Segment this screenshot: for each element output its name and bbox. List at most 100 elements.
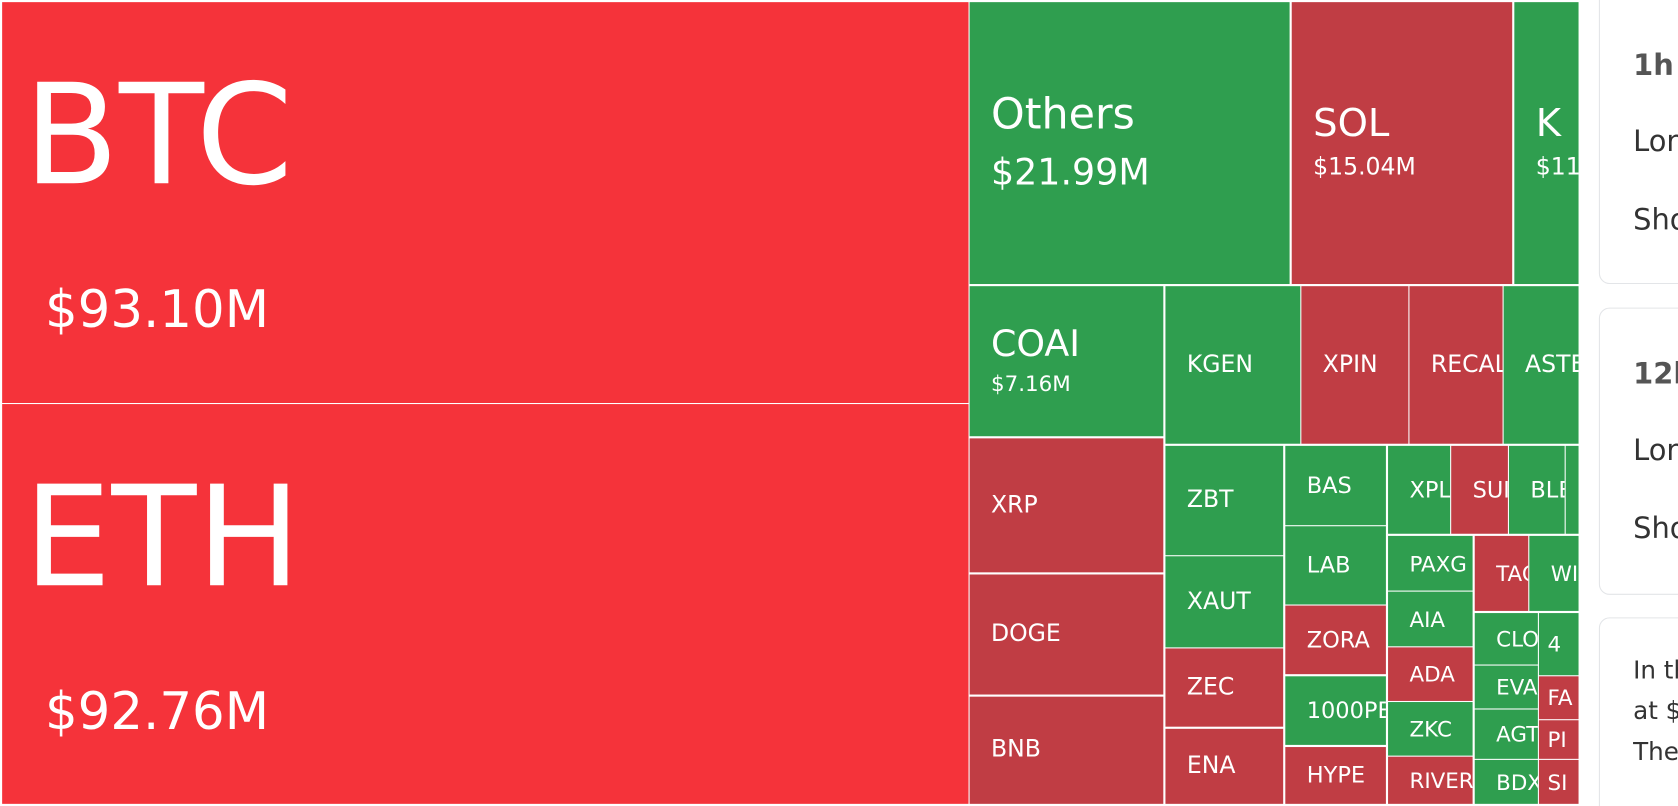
tile-label: EVA [1496, 674, 1538, 700]
tile-label: ZKC [1409, 715, 1452, 742]
tile[interactable]: XAUT [1165, 556, 1284, 648]
tile[interactable]: KGEN [1165, 286, 1301, 444]
tile[interactable]: ETH $92.76M [2, 404, 969, 804]
tile-label: XRP [991, 491, 1038, 519]
tile-label: ENA [1186, 752, 1236, 780]
tile-value: $21.99M [991, 150, 1150, 194]
tile[interactable]: Others $21.99M [969, 2, 1290, 285]
tile[interactable]: ADA [1388, 647, 1473, 701]
tile[interactable]: BAS [1285, 445, 1386, 526]
tile-label: 4 [1547, 631, 1562, 658]
card-line: Lon [1633, 434, 1678, 468]
tile-label: KGEN [1186, 351, 1254, 378]
card-line: Lon [1633, 125, 1678, 159]
tile-value: $11. [1535, 154, 1579, 182]
tile[interactable]: BLE [1508, 445, 1565, 534]
note-line: The [1633, 738, 1678, 767]
tile-value: $93.10M [44, 279, 270, 340]
tile-label: Others [991, 89, 1135, 139]
tile-label: CLO [1496, 625, 1538, 652]
tile[interactable]: K $11. [1514, 2, 1579, 285]
tile[interactable]: PAXG [1388, 535, 1473, 591]
tile-label: ADA [1409, 661, 1455, 688]
tile-label: AGT [1496, 721, 1538, 748]
tile[interactable]: XRP [969, 438, 1164, 573]
tile-label: 1000PE [1306, 697, 1386, 723]
tile[interactable]: SUI [1451, 445, 1508, 534]
tile[interactable]: COAI $7.16M [969, 286, 1164, 437]
tile-label: PI [1547, 726, 1567, 753]
tile[interactable]: ZBT [1165, 445, 1284, 556]
tile[interactable]: XPL [1388, 445, 1451, 534]
tile[interactable]: RECAL [1409, 286, 1503, 444]
tile[interactable]: FA [1538, 676, 1579, 720]
tile-label: XPL [1409, 476, 1451, 503]
card-line: Sho [1633, 512, 1678, 546]
tile[interactable] [1565, 445, 1579, 534]
tile-label: RECAL [1430, 351, 1503, 378]
tile-label: ZEC [1186, 673, 1235, 701]
tile-label: XAUT [1186, 587, 1251, 615]
tile[interactable]: BTC $93.10M [2, 2, 969, 403]
tile-label: BDX [1496, 769, 1538, 795]
tile-label: DOGE [991, 620, 1061, 648]
tile-label: K [1535, 101, 1562, 146]
tile[interactable]: RIVER [1388, 756, 1473, 804]
tile-label: HYPE [1306, 762, 1366, 788]
tile[interactable]: EVA [1474, 665, 1538, 709]
tile[interactable]: ENA [1165, 728, 1284, 804]
tile-label: SUI [1472, 476, 1508, 503]
tile-label: BLE [1530, 476, 1564, 503]
tile-label: PAXG [1409, 550, 1467, 577]
tile[interactable]: ZKC [1388, 702, 1473, 756]
tile-value: $15.04M [1313, 154, 1416, 182]
tile-label: SOL [1313, 101, 1390, 146]
tile[interactable]: 1000PE [1285, 676, 1386, 745]
tile[interactable]: BDX [1474, 759, 1538, 804]
tile[interactable]: PI [1538, 720, 1579, 759]
tile[interactable]: SI [1538, 759, 1579, 804]
card-title: 12h [1633, 357, 1678, 392]
tile-label: BNB [991, 736, 1041, 764]
tile[interactable]: WI [1529, 535, 1579, 611]
tile-label: RIVER [1409, 767, 1473, 794]
tile[interactable]: ZORA [1285, 605, 1386, 675]
tile[interactable]: SOL $15.04M [1291, 2, 1513, 285]
tile[interactable]: ZEC [1165, 648, 1284, 727]
tile-label: BAS [1306, 472, 1352, 498]
note-line: at $ [1633, 697, 1678, 726]
tile-label: XPIN [1322, 351, 1378, 378]
tile-label: AIA [1409, 606, 1446, 632]
card-title: 1h [1633, 49, 1674, 83]
tile[interactable]: 4 [1538, 613, 1579, 676]
tile-label: SI [1547, 769, 1568, 795]
note-card: In th at $ The [1598, 617, 1678, 806]
tile[interactable]: AGT [1474, 709, 1538, 759]
tile-label: BTC [23, 53, 293, 217]
stat-card: 1h Lon Sho [1598, 0, 1678, 285]
stat-card: 12h Lon Sho [1598, 307, 1678, 595]
tile-label: ZORA [1306, 626, 1370, 653]
tile-label: LAB [1306, 551, 1351, 578]
tile[interactable]: TAC [1474, 535, 1529, 611]
tile-label: FA [1547, 684, 1573, 711]
tile-value: $92.76M [44, 681, 270, 742]
tile-label: TAC [1496, 560, 1528, 587]
tile[interactable]: CLO [1474, 613, 1538, 665]
tile-label: ASTE [1525, 351, 1579, 378]
note-line: In th [1633, 657, 1678, 685]
tile-label: WI [1550, 560, 1579, 587]
tile[interactable]: ASTE [1503, 286, 1579, 444]
tile[interactable]: LAB [1285, 526, 1386, 605]
tile[interactable]: AIA [1388, 591, 1473, 647]
tile[interactable]: BNB [969, 696, 1164, 804]
tile[interactable]: HYPE [1285, 747, 1386, 804]
tile-label: COAI [991, 322, 1081, 366]
tile[interactable]: XPIN [1301, 286, 1409, 444]
tile-label: ETH [23, 454, 302, 618]
tile-value: $7.16M [991, 370, 1071, 397]
tile[interactable]: DOGE [969, 574, 1164, 695]
card-line: Sho [1633, 203, 1678, 237]
tile-label: ZBT [1186, 486, 1234, 514]
